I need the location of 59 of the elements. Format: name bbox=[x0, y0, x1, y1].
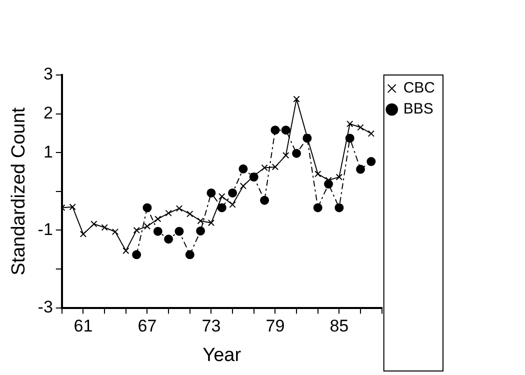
x-tick-label: 79 bbox=[266, 316, 285, 336]
point bbox=[206, 188, 216, 198]
point bbox=[165, 210, 172, 216]
y-tick-label: -3 bbox=[38, 297, 53, 316]
point bbox=[336, 174, 343, 180]
point bbox=[69, 204, 76, 210]
point bbox=[164, 234, 174, 244]
point bbox=[282, 152, 290, 159]
point bbox=[112, 228, 119, 236]
point bbox=[80, 230, 87, 238]
legend-label: BBS bbox=[403, 100, 434, 118]
point bbox=[174, 226, 184, 236]
point bbox=[346, 120, 354, 128]
point bbox=[240, 182, 247, 190]
point bbox=[144, 222, 151, 230]
point bbox=[366, 157, 376, 166]
point bbox=[101, 224, 108, 231]
point bbox=[292, 148, 302, 158]
point bbox=[261, 164, 268, 172]
y-tick-label: -1 bbox=[38, 220, 53, 239]
y-tick-label: 3 bbox=[43, 64, 53, 84]
point bbox=[314, 170, 322, 178]
point bbox=[313, 203, 322, 212]
point bbox=[154, 216, 162, 222]
point bbox=[238, 164, 248, 174]
point bbox=[356, 164, 366, 174]
point bbox=[218, 193, 226, 200]
point bbox=[293, 96, 300, 102]
point bbox=[260, 196, 270, 205]
point bbox=[153, 226, 162, 236]
point bbox=[122, 247, 130, 254]
x-axis-title: Year bbox=[202, 344, 242, 366]
point bbox=[334, 203, 344, 212]
point bbox=[272, 164, 279, 170]
point bbox=[197, 218, 204, 224]
point bbox=[185, 250, 194, 260]
point bbox=[90, 220, 98, 228]
point bbox=[368, 130, 374, 137]
point bbox=[281, 126, 290, 135]
point bbox=[196, 226, 206, 236]
x-tick-label: 61 bbox=[74, 316, 93, 336]
legend-label: CBC bbox=[403, 80, 436, 97]
x-tick-label: 73 bbox=[202, 316, 221, 336]
y-axis-title: Standardized Count bbox=[8, 106, 30, 276]
x-tick-label: 67 bbox=[138, 316, 157, 336]
point bbox=[176, 205, 183, 212]
point bbox=[270, 126, 280, 135]
point bbox=[132, 250, 142, 260]
point bbox=[228, 188, 238, 198]
point bbox=[186, 210, 194, 218]
point bbox=[357, 124, 364, 131]
y-tick-label: 1 bbox=[43, 142, 53, 162]
point bbox=[133, 226, 140, 234]
point bbox=[229, 201, 236, 208]
x-tick-label: 85 bbox=[330, 316, 349, 336]
y-tick-label: 2 bbox=[43, 103, 53, 122]
point bbox=[142, 203, 152, 212]
point bbox=[208, 220, 215, 226]
point bbox=[217, 203, 226, 212]
